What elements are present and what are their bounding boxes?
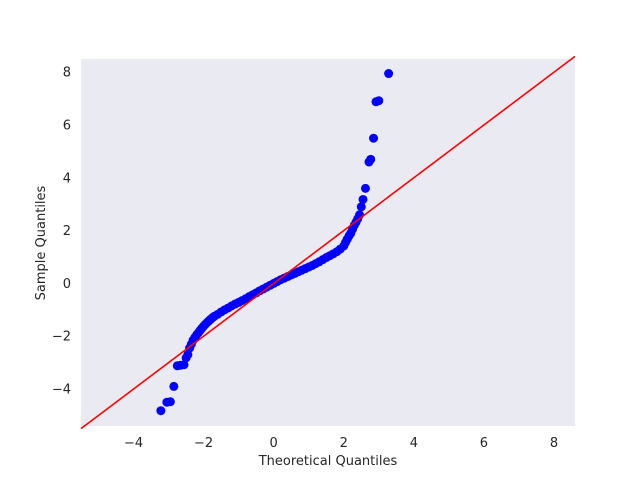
x-tick-label: 4	[410, 436, 418, 451]
x-axis-label: Theoretical Quantiles	[258, 454, 398, 469]
y-tick-label: −4	[52, 383, 71, 398]
data-point	[165, 397, 175, 407]
data-point	[384, 69, 394, 79]
y-tick-label: −2	[52, 330, 71, 345]
data-point	[360, 183, 370, 193]
y-tick-label: 2	[63, 224, 71, 239]
x-tick-label: 8	[550, 436, 558, 451]
data-point	[369, 133, 379, 143]
x-tick-label: 2	[340, 436, 348, 451]
data-point	[366, 154, 376, 164]
x-axis-ticks: −4 −2 0 2 4 6 8	[124, 436, 558, 451]
y-tick-label: 0	[63, 277, 71, 292]
x-tick-label: −2	[194, 436, 213, 451]
x-tick-label: −4	[124, 436, 143, 451]
data-point	[374, 96, 384, 106]
reference-line	[80, 55, 576, 430]
data-point	[358, 194, 368, 204]
data-point	[179, 360, 189, 370]
x-tick-label: 6	[480, 436, 488, 451]
y-tick-label: 6	[63, 119, 71, 134]
y-axis-label: Sample Quantiles	[34, 185, 49, 300]
y-tick-label: 8	[63, 66, 71, 81]
y-axis-ticks: −4 −2 0 2 4 6 8	[52, 66, 71, 398]
y-tick-label: 4	[63, 171, 71, 186]
data-point	[356, 202, 366, 212]
data-point	[169, 381, 179, 391]
data-point	[156, 406, 166, 416]
x-tick-label: 0	[270, 436, 278, 451]
